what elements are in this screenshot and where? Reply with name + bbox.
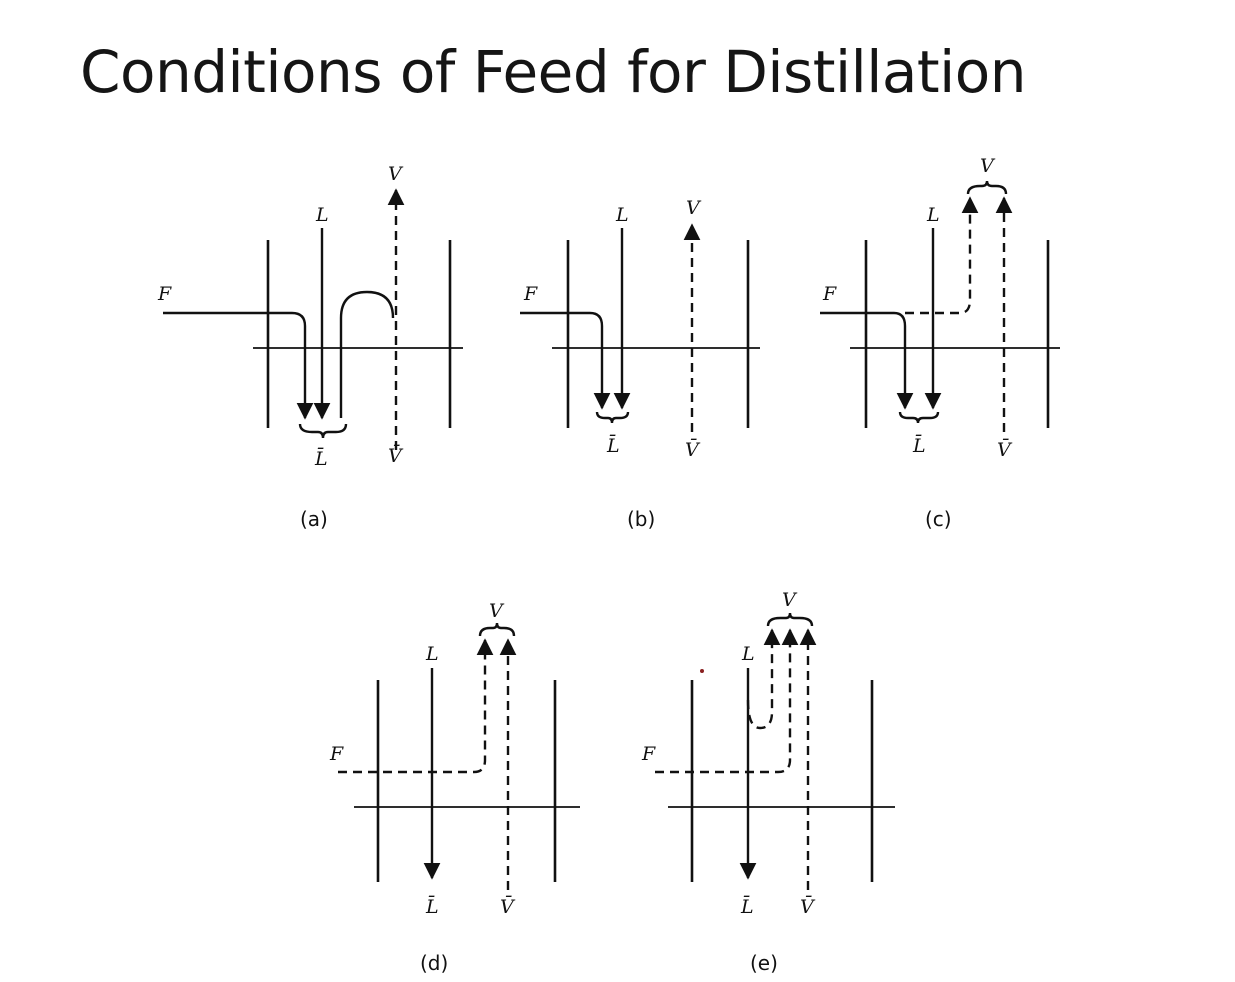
feed-vapor-stream [905,196,979,315]
vapor-bottom-label: V̄ [500,895,516,918]
liquid-brace [298,423,348,439]
liquid-brace [898,411,940,424]
panel-caption: (e) [750,951,778,975]
liquid-bottom-label: L̄ [425,895,439,918]
feed-stream [520,311,611,410]
page-title: Conditions of Feed for Distillation [80,38,1027,106]
feed-label: F [523,283,538,305]
feed-vapor-stream [338,638,494,774]
feed-stream [163,311,314,420]
liquid-label: L [425,643,439,665]
feed-label: F [822,283,837,305]
feed-label: F [641,743,656,765]
panel-c: L V F L̄ V̄ (c) [820,155,1060,531]
feed-vapor-stream [655,628,799,774]
liquid-bottom-label: L̄ [606,434,620,457]
panel-b: L V F L̄ V̄ (b) [520,197,760,531]
stray-dot [700,669,704,673]
panel-caption: (b) [627,507,655,531]
feed-vapor-loop [339,290,395,418]
liquid-label: L [315,204,329,226]
flashed-liquid-stream [746,628,781,730]
feed-label: F [329,743,344,765]
vapor-brace [766,612,814,627]
vapor-bottom-label: V̄ [800,895,816,918]
feed-liquid-stream [820,311,914,410]
vapor-bottom-label: V̄ [997,438,1013,461]
liquid-bottom-label: L̄ [314,447,328,470]
panel-d: L V F L̄ V̄ (d) [329,600,580,975]
vapor-brace [966,180,1008,195]
liquid-label: L [741,643,755,665]
vapor-label: V [489,600,505,622]
panel-a: F L V L̄ V̄ (a) [157,163,463,531]
liquid-brace [595,411,630,424]
vapor-label: V [980,155,996,177]
vapor-label: V [686,197,702,219]
vapor-label: V [388,163,404,185]
vapor-bottom-label: V̄ [685,438,701,461]
panel-caption: (d) [420,951,448,975]
liquid-bottom-label: L̄ [912,434,926,457]
vapor-bottom-label: V̄ [388,444,404,467]
panel-caption: (c) [925,507,952,531]
vapor-brace [478,622,516,637]
liquid-label: L [926,204,940,226]
vapor-label: V [782,589,798,611]
liquid-bottom-label: L̄ [740,895,754,918]
feed-label: F [157,283,172,305]
panel-caption: (a) [300,507,328,531]
panel-e: L V F L̄ V̄ (e) [641,589,895,975]
liquid-label: L [615,204,629,226]
